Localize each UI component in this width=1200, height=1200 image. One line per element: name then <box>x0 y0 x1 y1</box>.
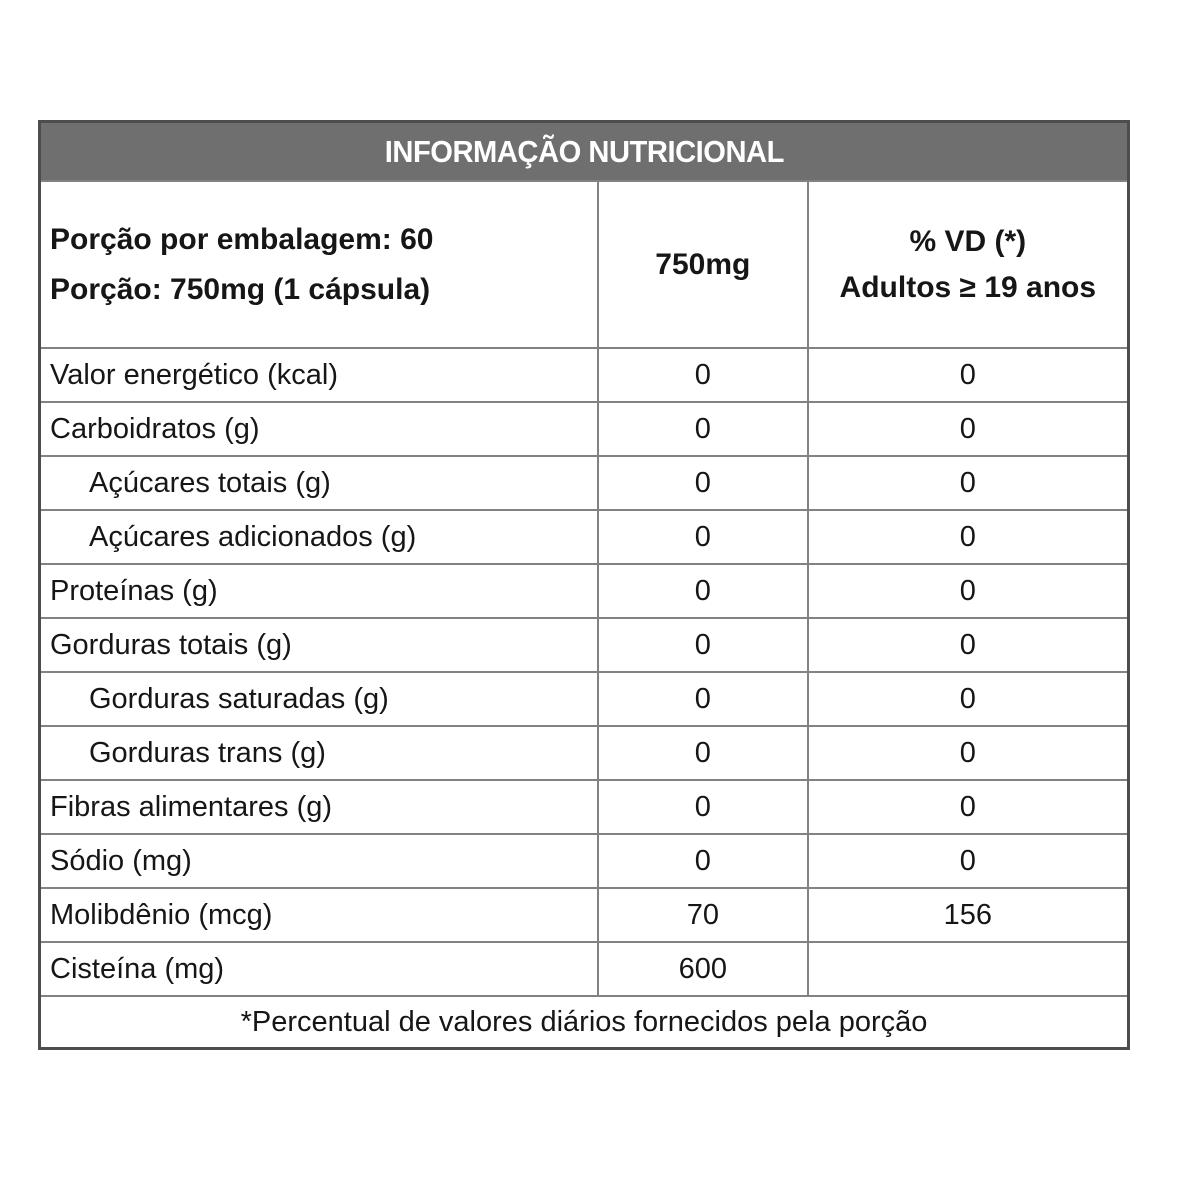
nutrient-daily-value: 156 <box>806 889 1127 941</box>
daily-value-column-header: % VD (*) Adultos ≥ 19 anos <box>806 182 1127 347</box>
table-row: Fibras alimentares (g) 0 0 <box>41 779 1127 833</box>
nutrient-amount: 0 <box>597 565 807 617</box>
daily-value-audience: Adultos ≥ 19 anos <box>839 270 1097 304</box>
nutrient-amount: 0 <box>597 511 807 563</box>
table-body: Valor energético (kcal) 0 0 Carboidratos (g… <box>41 347 1127 995</box>
nutrient-label: Gorduras saturadas (g) <box>89 682 389 715</box>
portion-info-cell: Porção por embalagem: 60 Porção: 750mg (… <box>41 182 597 347</box>
nutrient-amount: 0 <box>597 403 807 455</box>
nutrient-label: Cisteína (mg) <box>50 952 225 985</box>
nutrient-amount: 0 <box>597 349 807 401</box>
nutrient-daily-value: 0 <box>806 619 1127 671</box>
table-row: Cisteína (mg) 600 <box>41 941 1127 995</box>
nutrient-daily-value: 0 <box>806 673 1127 725</box>
table-title-bar: INFORMAÇÃO NUTRICIONAL <box>41 123 1127 180</box>
table-row: Carboidratos (g) 0 0 <box>41 401 1127 455</box>
nutrient-label: Açúcares totais (g) <box>89 466 331 499</box>
nutrient-amount: 0 <box>597 457 807 509</box>
nutrient-daily-value: 0 <box>806 457 1127 509</box>
nutrient-amount: 600 <box>597 943 807 995</box>
table-row: Valor energético (kcal) 0 0 <box>41 347 1127 401</box>
nutrient-label: Sódio (mg) <box>50 844 192 877</box>
table-row: Gorduras saturadas (g) 0 0 <box>41 671 1127 725</box>
portion-size: Porção: 750mg (1 cápsula) <box>50 272 431 306</box>
nutrient-label: Carboidratos (g) <box>50 412 260 445</box>
nutrient-label: Proteínas (g) <box>50 574 218 607</box>
nutrient-label: Açúcares adicionados (g) <box>89 520 417 553</box>
nutrient-daily-value: 0 <box>806 511 1127 563</box>
footnote-text: *Percentual de valores diários fornecido… <box>240 1005 928 1038</box>
nutrient-amount: 0 <box>597 727 807 779</box>
nutrient-amount: 0 <box>597 673 807 725</box>
table-title: INFORMAÇÃO NUTRICIONAL <box>384 133 784 169</box>
nutrient-amount: 0 <box>597 619 807 671</box>
nutrient-label: Gorduras totais (g) <box>50 628 292 661</box>
nutrient-daily-value: 0 <box>806 403 1127 455</box>
nutrient-label: Gorduras trans (g) <box>89 736 326 769</box>
table-row: Gorduras trans (g) 0 0 <box>41 725 1127 779</box>
footnote-row: *Percentual de valores diários fornecido… <box>41 995 1127 1047</box>
daily-value-label: % VD (*) <box>909 224 1027 258</box>
table-header-row: Porção por embalagem: 60 Porção: 750mg (… <box>41 180 1127 347</box>
nutrient-daily-value: 0 <box>806 565 1127 617</box>
table-row: Açúcares adicionados (g) 0 0 <box>41 509 1127 563</box>
nutrient-amount: 0 <box>597 781 807 833</box>
portion-per-package: Porção por embalagem: 60 <box>50 222 434 256</box>
nutrient-daily-value: 0 <box>806 727 1127 779</box>
table-row: Molibdênio (mcg) 70 156 <box>41 887 1127 941</box>
table-row: Açúcares totais (g) 0 0 <box>41 455 1127 509</box>
table-row: Sódio (mg) 0 0 <box>41 833 1127 887</box>
table-row: Gorduras totais (g) 0 0 <box>41 617 1127 671</box>
nutrient-label: Valor energético (kcal) <box>50 358 338 391</box>
nutrient-amount: 70 <box>597 889 807 941</box>
nutrient-daily-value: 0 <box>806 781 1127 833</box>
amount-column-header: 750mg <box>597 182 807 347</box>
table-row: Proteínas (g) 0 0 <box>41 563 1127 617</box>
nutrient-label: Molibdênio (mcg) <box>50 898 273 931</box>
nutrition-facts-table: INFORMAÇÃO NUTRICIONAL Porção por embala… <box>38 120 1130 1050</box>
nutrient-amount: 0 <box>597 835 807 887</box>
nutrient-label: Fibras alimentares (g) <box>50 790 333 823</box>
nutrient-daily-value: 0 <box>806 349 1127 401</box>
nutrient-daily-value: 0 <box>806 835 1127 887</box>
nutrient-daily-value <box>806 943 1127 995</box>
